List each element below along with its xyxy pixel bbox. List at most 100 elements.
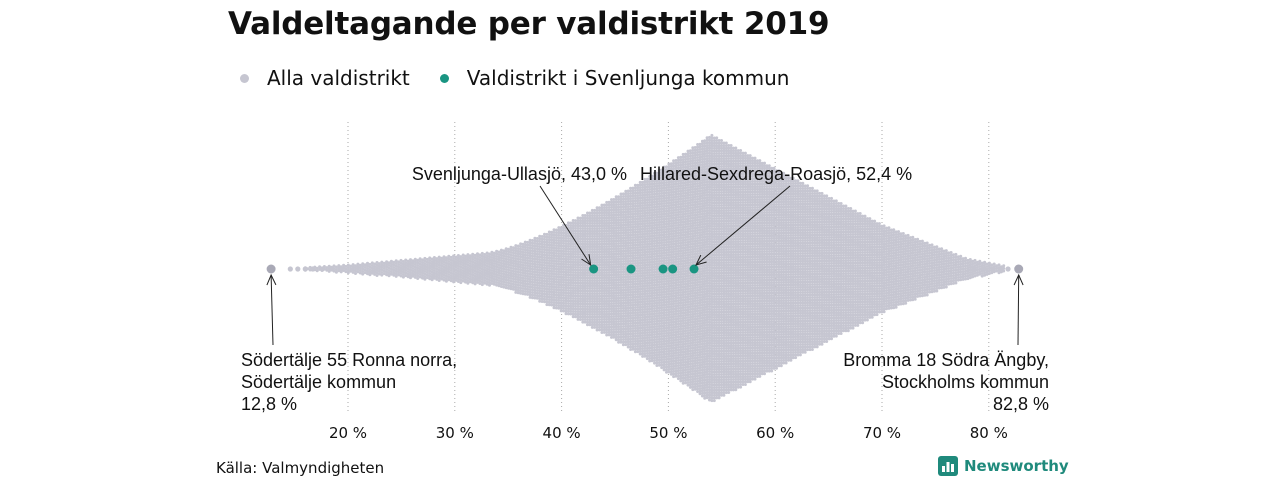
district-point: [404, 261, 408, 265]
district-point: [473, 264, 477, 268]
district-point: [452, 264, 456, 268]
district-point: [444, 256, 448, 260]
district-point: [449, 271, 453, 275]
district-point: [488, 255, 491, 259]
district-point: [473, 269, 477, 273]
district-point: [461, 269, 465, 273]
district-point: [452, 267, 456, 271]
district-point: [428, 277, 432, 281]
district-point: [413, 275, 417, 279]
district-point: [485, 256, 489, 260]
district-point: [425, 276, 429, 280]
district-point: [358, 271, 362, 275]
district-point: [421, 258, 424, 262]
district-point: [394, 259, 398, 263]
district-point: [346, 263, 350, 267]
district-point: [461, 258, 465, 262]
district-point: [385, 270, 389, 274]
district-point: [471, 265, 475, 269]
district-point: [411, 264, 415, 268]
district-point: [456, 267, 460, 270]
district-point: [397, 265, 401, 269]
district-point: [468, 272, 472, 276]
legend: Alla valdistrikt Valdistrikt i Svenljung…: [240, 66, 819, 90]
district-point: [480, 264, 484, 268]
district-point: [466, 271, 470, 275]
district-point: [409, 263, 412, 267]
district-point: [413, 270, 417, 274]
district-point: [423, 267, 427, 271]
district-point: [473, 277, 477, 281]
district-point: [444, 274, 448, 278]
district-point: [471, 252, 475, 256]
district-point: [327, 269, 331, 273]
district-point: [413, 273, 417, 277]
district-point: [476, 280, 479, 284]
district-point: [368, 270, 372, 274]
district-point: [464, 278, 467, 281]
district-point: [382, 269, 386, 273]
district-point: [447, 270, 451, 274]
legend-dot-all: [240, 73, 249, 83]
district-point: [488, 252, 491, 256]
district-point: [416, 264, 420, 267]
district-point: [399, 274, 403, 278]
district-point: [442, 260, 446, 264]
district-point: [389, 262, 393, 266]
district-point: [416, 269, 420, 273]
district-point: [373, 270, 377, 274]
district-point: [428, 264, 432, 268]
district-point: [432, 256, 436, 259]
district-point: [423, 272, 427, 276]
district-point: [454, 273, 458, 277]
district-point: [401, 273, 405, 276]
district-point: [370, 269, 374, 273]
chart-title: Valdeltagande per valdistrikt 2019: [228, 6, 830, 42]
district-point: [444, 261, 448, 265]
district-point: [478, 269, 482, 272]
district-point: [377, 272, 381, 276]
district-point: [354, 272, 357, 275]
district-point: [435, 259, 439, 263]
district-point: [356, 267, 360, 271]
district-point: [437, 276, 441, 280]
district-point: [466, 258, 470, 262]
district-point: [488, 278, 491, 282]
district-point: [430, 275, 434, 279]
district-point: [370, 261, 374, 265]
district-point: [366, 267, 369, 270]
district-point: [385, 262, 389, 266]
district-point: [337, 264, 341, 268]
district-point: [380, 271, 384, 274]
district-point: [368, 265, 372, 269]
district-point: [483, 271, 487, 275]
district-point: [485, 267, 489, 271]
district-point: [387, 269, 391, 273]
district-point: [485, 277, 489, 281]
district-point: [468, 259, 472, 263]
district-point: [466, 268, 470, 272]
district-point: [423, 264, 427, 268]
district-point: [476, 252, 479, 256]
district-point: [349, 267, 353, 271]
district-point: [425, 260, 429, 264]
district-point: [380, 260, 384, 264]
district-point: [373, 262, 377, 266]
district-point: [454, 268, 458, 272]
district-point: [368, 262, 372, 266]
district-point: [488, 265, 491, 269]
district-point: [373, 265, 377, 269]
district-point: [456, 254, 460, 257]
district-point: [447, 257, 451, 261]
district-point: [459, 275, 463, 279]
district-point: [409, 260, 412, 264]
district-point: [473, 266, 477, 270]
district-point: [447, 260, 451, 263]
district-point: [456, 259, 460, 263]
district-point: [363, 265, 367, 269]
district-point: [452, 280, 456, 284]
district-point: [349, 264, 353, 268]
district-point: [327, 264, 331, 268]
district-point: [432, 263, 436, 267]
